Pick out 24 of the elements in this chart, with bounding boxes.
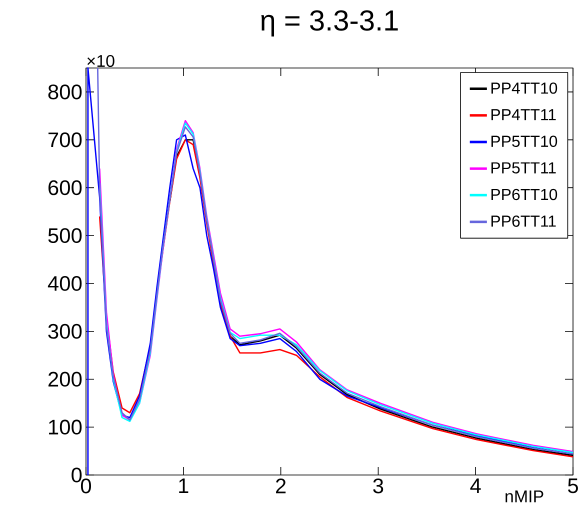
y-tick-label: 400 [48,276,82,291]
legend-label: PP4TT10 [491,82,558,94]
x-tick-label: 4 [470,478,481,493]
x-tick-label: 5 [568,478,578,494]
x-tick-label: 0 [80,478,92,494]
chart-title: η = 3.3-3.1 [261,10,398,36]
x-tick-label: 2 [276,478,286,494]
y-tick-label: 200 [48,372,82,387]
y-tick-label: 700 [48,132,82,148]
y-tick-label: 600 [48,180,82,196]
y-tick-label: 0 [72,468,82,482]
legend-label: PP5TT11 [491,162,556,174]
y-tick-label: 500 [48,228,82,244]
y-tick-label: 800 [48,84,82,100]
legend-label: PP6TT10 [491,188,558,200]
text: ×10 [87,54,114,67]
y-tick-label: 300 [48,324,82,339]
x-tick-label: 3 [373,478,384,494]
legend-label: PP6TT11 [491,216,556,227]
y-tick-label: 100 [49,420,82,435]
legend-label: PP4TT11 [491,109,556,120]
legend-label: PP5TT10 [491,136,558,147]
x-axis-title: nMIP [506,490,544,502]
x-tick-label: 1 [179,478,188,493]
